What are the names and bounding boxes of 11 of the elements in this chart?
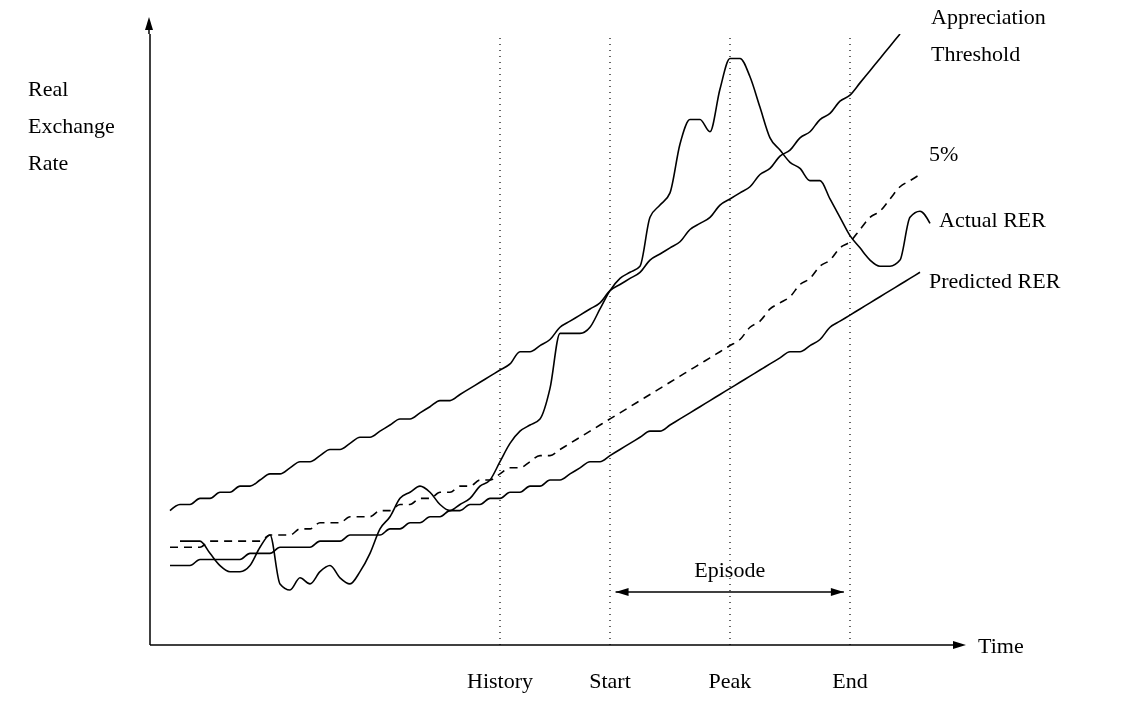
x-axis-title: Time (978, 633, 1024, 658)
x-tick-label: History (467, 668, 533, 693)
series-label: Appreciation Threshold (931, 4, 1046, 66)
y-axis-title: Real Exchange Rate (28, 75, 116, 177)
x-tick-label: Start (589, 668, 631, 693)
series-label: 5% (929, 140, 959, 166)
series-label: Predicted RER (929, 268, 1061, 294)
x-tick-label: End (832, 668, 868, 693)
series-label: Actual RER (939, 207, 1047, 233)
x-tick-label: Peak (708, 668, 752, 693)
annotation: Episode (694, 557, 766, 582)
